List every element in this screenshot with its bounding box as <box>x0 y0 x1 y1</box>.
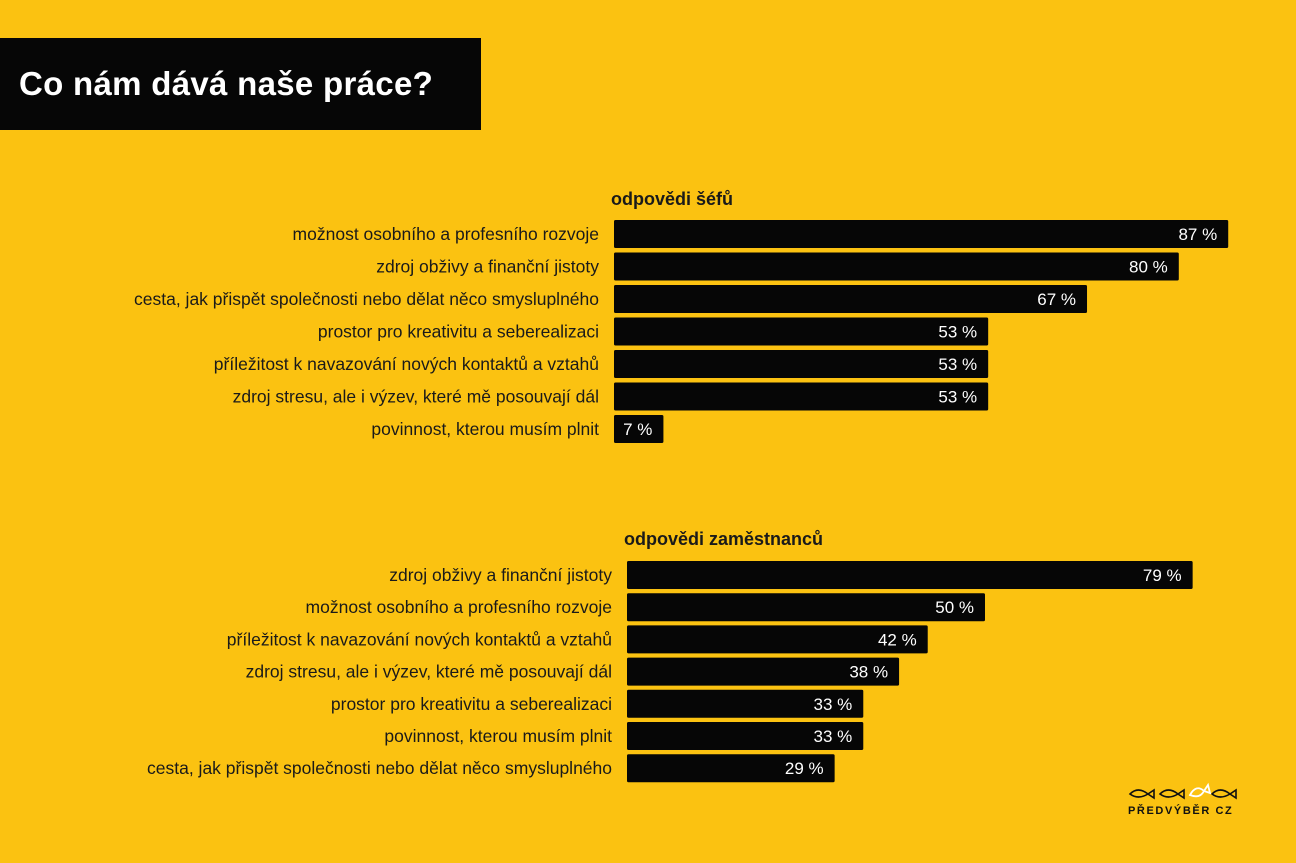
data-label: 33 % <box>814 695 853 714</box>
category-label: příležitost k navazování nových kontaktů… <box>227 629 612 649</box>
bar <box>614 415 664 443</box>
data-label: 42 % <box>878 630 917 649</box>
category-label: možnost osobního a profesního rozvoje <box>293 224 599 244</box>
category-label: cesta, jak přispět společnosti nebo děla… <box>147 758 612 778</box>
bar <box>614 317 989 346</box>
chart-title: odpovědi zaměstnanců <box>624 529 823 549</box>
chart-2: odpovědi zaměstnanců 79 % zdroj obživy a f… <box>147 529 1193 783</box>
category-label: prostor pro kreativitu a seberealizaci <box>318 322 599 342</box>
bar <box>614 350 989 378</box>
title-banner: Co nám dává naše práce? <box>0 38 481 130</box>
data-label: 53 % <box>938 323 977 342</box>
three-fish-icon <box>1128 782 1237 800</box>
page-title: Co nám dává naše práce? <box>19 65 434 102</box>
data-label: 79 % <box>1143 566 1182 585</box>
brand-logo: PŘEDVÝBĚR CZ <box>1128 782 1240 822</box>
category-label: zdroj obživy a finanční jistoty <box>389 565 612 585</box>
bar <box>614 285 1088 313</box>
data-label: 38 % <box>849 663 888 682</box>
data-label: 33 % <box>814 727 853 746</box>
data-label: 87 % <box>1178 225 1217 244</box>
data-label: 80 % <box>1129 258 1168 277</box>
bar <box>627 754 835 783</box>
category-label: příležitost k navazování nových kontaktů… <box>214 354 599 374</box>
chart-title: odpovědi šéfů <box>611 189 733 209</box>
data-label: 53 % <box>938 388 977 407</box>
data-label: 7 % <box>623 420 652 439</box>
data-label: 67 % <box>1037 290 1076 309</box>
bar <box>627 657 900 686</box>
category-label: povinnost, kterou musím plnit <box>384 726 612 746</box>
bar <box>627 625 928 654</box>
bar <box>627 561 1193 589</box>
bar <box>614 382 989 411</box>
bar <box>627 593 985 622</box>
data-label: 50 % <box>935 598 974 617</box>
category-label: prostor pro kreativitu a seberealizaci <box>331 694 612 714</box>
category-label: možnost osobního a profesního rozvoje <box>306 597 612 617</box>
category-label: zdroj stresu, ale i výzev, které mě poso… <box>233 387 599 407</box>
category-label: zdroj stresu, ale i výzev, které mě poso… <box>246 662 612 682</box>
data-label: 29 % <box>785 759 824 778</box>
category-label: cesta, jak přispět společnosti nebo děla… <box>134 289 599 309</box>
category-label: zdroj obživy a finanční jistoty <box>376 257 599 277</box>
bar <box>627 722 864 750</box>
chart-1: odpovědi šéfů 87 % možnost osobního a prof… <box>134 189 1229 443</box>
category-label: povinnost, kterou musím plnit <box>371 419 599 439</box>
bar <box>614 220 1229 248</box>
bar <box>614 252 1179 281</box>
brand-name: PŘEDVÝBĚR CZ <box>1128 805 1234 817</box>
bar <box>627 689 864 718</box>
data-label: 53 % <box>938 355 977 374</box>
